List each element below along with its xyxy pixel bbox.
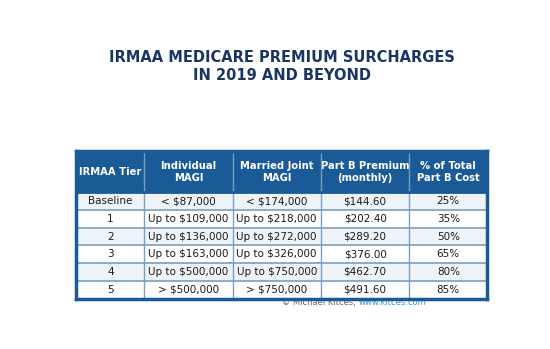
Text: 4: 4 bbox=[107, 267, 114, 277]
Text: Up to $136,000: Up to $136,000 bbox=[148, 232, 229, 242]
Text: Baseline: Baseline bbox=[88, 196, 133, 206]
Bar bbox=[76, 281, 487, 298]
Bar bbox=[76, 228, 487, 245]
Text: 80%: 80% bbox=[437, 267, 460, 277]
Text: Up to $163,000: Up to $163,000 bbox=[148, 249, 229, 259]
Bar bbox=[76, 263, 487, 281]
Text: 85%: 85% bbox=[437, 285, 460, 295]
Text: < $87,000: < $87,000 bbox=[161, 196, 216, 206]
Bar bbox=[76, 151, 487, 192]
Text: $144.60: $144.60 bbox=[344, 196, 387, 206]
Text: © Michael Kitces,: © Michael Kitces, bbox=[282, 298, 359, 307]
Bar bbox=[76, 245, 487, 263]
Bar bbox=[76, 192, 487, 210]
Text: Married Joint
MAGI: Married Joint MAGI bbox=[240, 161, 314, 183]
Text: 25%: 25% bbox=[437, 196, 460, 206]
Text: 50%: 50% bbox=[437, 232, 460, 242]
Text: Up to $109,000: Up to $109,000 bbox=[148, 214, 229, 224]
Text: $376.00: $376.00 bbox=[344, 249, 387, 259]
Text: Up to $272,000: Up to $272,000 bbox=[236, 232, 317, 242]
Text: 1: 1 bbox=[107, 214, 114, 224]
Text: IRMAA Tier: IRMAA Tier bbox=[79, 166, 141, 177]
Text: Up to $500,000: Up to $500,000 bbox=[148, 267, 228, 277]
Text: Up to $750,000: Up to $750,000 bbox=[236, 267, 317, 277]
Text: 5: 5 bbox=[107, 285, 114, 295]
Text: 35%: 35% bbox=[437, 214, 460, 224]
Text: > $500,000: > $500,000 bbox=[158, 285, 219, 295]
Text: $491.60: $491.60 bbox=[344, 285, 387, 295]
Text: $462.70: $462.70 bbox=[344, 267, 387, 277]
Text: www.kitces.com: www.kitces.com bbox=[359, 298, 426, 307]
Text: Up to $218,000: Up to $218,000 bbox=[236, 214, 317, 224]
Text: Part B Premium
(monthly): Part B Premium (monthly) bbox=[321, 161, 409, 183]
Text: > $750,000: > $750,000 bbox=[246, 285, 307, 295]
Text: $202.40: $202.40 bbox=[344, 214, 387, 224]
Text: 3: 3 bbox=[107, 249, 114, 259]
Text: Up to $326,000: Up to $326,000 bbox=[236, 249, 317, 259]
Bar bbox=[76, 210, 487, 228]
Text: IRMAA MEDICARE PREMIUM SURCHARGES
IN 2019 AND BEYOND: IRMAA MEDICARE PREMIUM SURCHARGES IN 201… bbox=[109, 50, 455, 83]
Text: $289.20: $289.20 bbox=[344, 232, 387, 242]
Text: 2: 2 bbox=[107, 232, 114, 242]
Text: % of Total
Part B Cost: % of Total Part B Cost bbox=[417, 161, 480, 183]
Text: 65%: 65% bbox=[437, 249, 460, 259]
Text: < $174,000: < $174,000 bbox=[246, 196, 307, 206]
Text: Individual
MAGI: Individual MAGI bbox=[161, 161, 217, 183]
